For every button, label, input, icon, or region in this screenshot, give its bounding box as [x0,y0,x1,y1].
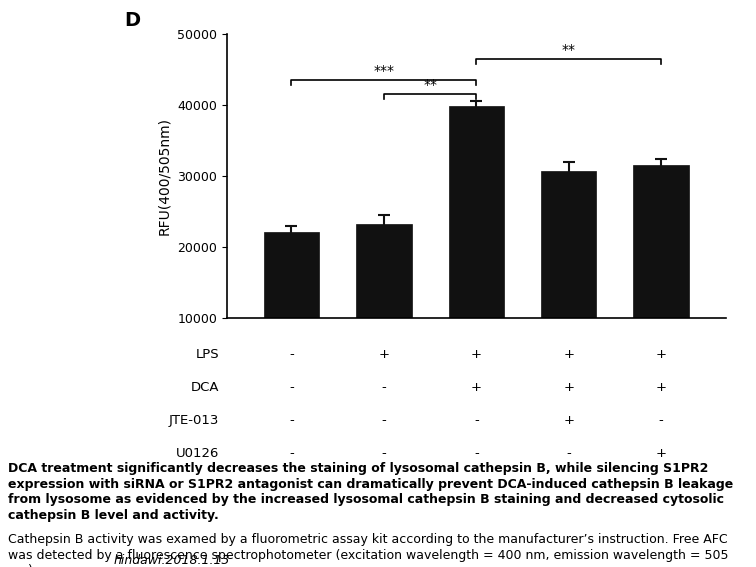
Text: +: + [563,348,574,361]
Text: D: D [125,11,141,31]
Text: +: + [471,381,482,393]
Text: -: - [566,447,571,459]
Text: +: + [655,348,667,361]
Text: +: + [655,381,667,393]
Bar [541,171,596,388]
Text: +: + [655,447,667,459]
Text: -: - [382,381,386,393]
Text: +: + [379,348,389,361]
Text: hindawi.2018.1.13: hindawi.2018.1.13 [113,554,230,567]
Text: +: + [471,348,482,361]
Bar [356,224,411,388]
Text: -: - [289,414,294,426]
Text: -: - [658,414,664,426]
Bar [634,165,689,388]
Text: -: - [474,447,479,459]
Text: -: - [382,414,386,426]
Text: DCA: DCA [191,381,219,393]
Bar [264,232,319,388]
Text: +: + [563,381,574,393]
Y-axis label: RFU(400/505nm): RFU(400/505nm) [157,117,172,235]
Text: U0126: U0126 [176,447,219,459]
Text: -: - [289,381,294,393]
Text: **: ** [562,43,575,57]
Text: JTE-013: JTE-013 [169,414,219,426]
Text: -: - [474,414,479,426]
Bar [448,107,504,388]
Text: ***: *** [373,64,395,78]
Text: +: + [563,414,574,426]
Text: -: - [289,348,294,361]
Text: Cathepsin B activity was examed by a fluorometric assay kit according to the man: Cathepsin B activity was examed by a flu… [8,534,728,567]
Text: LPS: LPS [196,348,219,361]
Text: -: - [382,447,386,459]
Text: **: ** [423,78,437,92]
Text: -: - [289,447,294,459]
Text: DCA treatment significantly decreases the staining of lysosomal cathepsin B, whi: DCA treatment significantly decreases th… [8,462,733,522]
